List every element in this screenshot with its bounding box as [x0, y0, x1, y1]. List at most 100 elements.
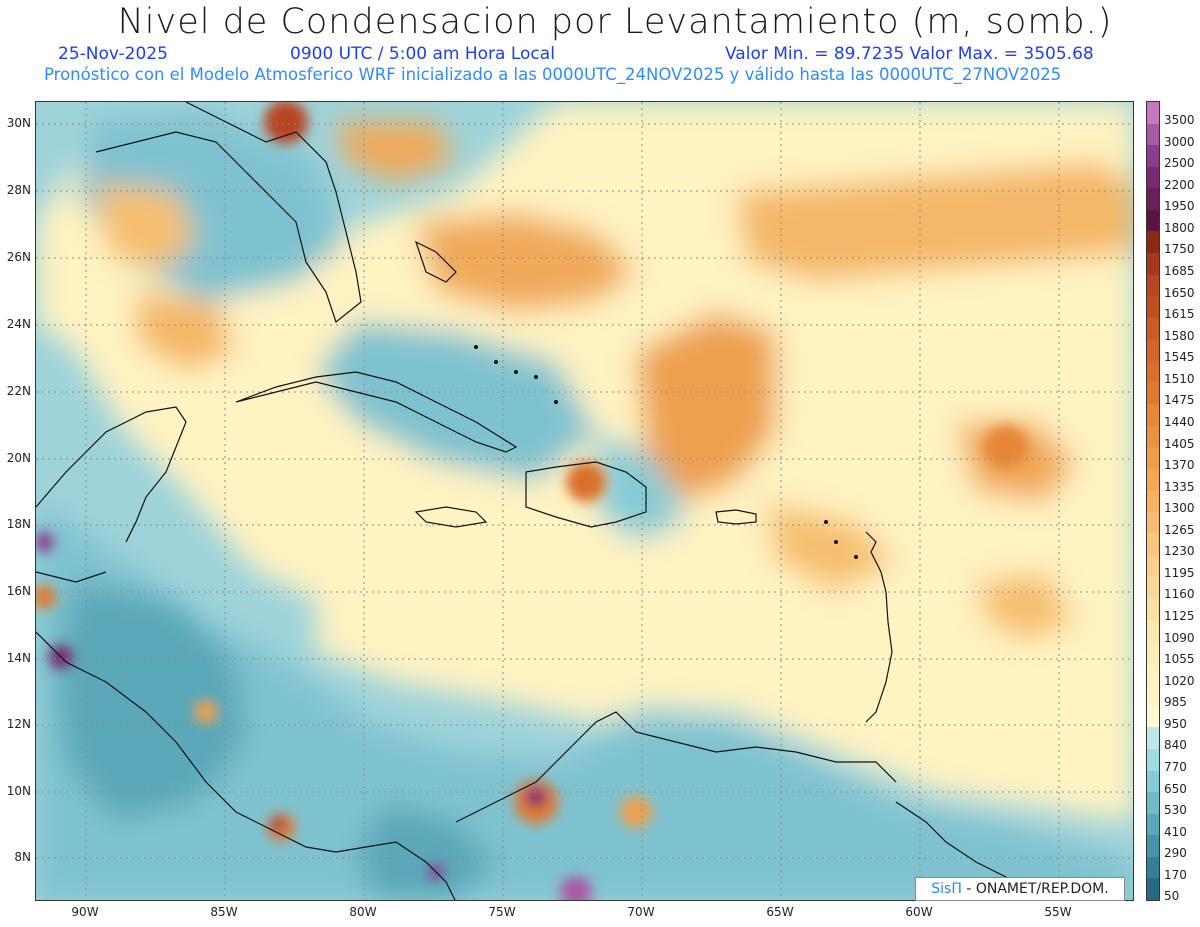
colorbar-segment	[1147, 468, 1159, 491]
colorbar-segment	[1147, 382, 1159, 405]
coastlines	[36, 102, 1045, 900]
colorbar-label: 1545	[1164, 350, 1195, 365]
colorbar-label: 1335	[1164, 479, 1195, 494]
colorbar-segment	[1147, 705, 1159, 728]
colorbar-label: 1230	[1164, 544, 1195, 559]
colorbar-segment	[1147, 576, 1159, 599]
colorbar-segment	[1147, 662, 1159, 685]
colorbar-segment	[1147, 511, 1159, 534]
colorbar-segment	[1147, 360, 1159, 383]
colorbar-label: 1615	[1164, 307, 1195, 322]
colorbar-segment	[1147, 188, 1159, 211]
colorbar-segment	[1147, 123, 1159, 146]
colorbar-segment	[1147, 403, 1159, 426]
credit-brand: SisΠ	[931, 881, 962, 897]
colorbar-label: 1800	[1164, 220, 1195, 235]
colorbar-segment	[1147, 792, 1159, 815]
colorbar-segment	[1147, 598, 1159, 621]
colorbar-segment	[1147, 641, 1159, 664]
lat-label-28n: 28N	[6, 183, 31, 197]
lon-label-55w: 55W	[1044, 905, 1072, 919]
lon-label-65w: 65W	[766, 905, 794, 919]
lat-label-24n: 24N	[6, 317, 31, 331]
colorbar-segment	[1147, 447, 1159, 470]
graticule	[36, 102, 1133, 900]
colorbar-label: 1440	[1164, 414, 1195, 429]
lat-label-16n: 16N	[6, 584, 31, 598]
lat-label-22n: 22N	[6, 384, 31, 398]
colorbar-label: 1685	[1164, 263, 1195, 278]
colorbar-segment	[1147, 209, 1159, 232]
colorbar-segment	[1147, 619, 1159, 642]
colorbar-label: 1300	[1164, 501, 1195, 516]
colorbar-label: 770	[1164, 760, 1187, 775]
colorbar-segment	[1147, 770, 1159, 793]
colorbar-label: 1750	[1164, 242, 1195, 257]
colorbar-label: 50	[1164, 889, 1180, 904]
colorbar-segment	[1147, 554, 1159, 577]
colorbar-label: 530	[1164, 803, 1187, 818]
lat-label-20n: 20N	[6, 451, 31, 465]
lat-label-30n: 30N	[6, 116, 31, 130]
colorbar-label: 1950	[1164, 199, 1195, 214]
colorbar-label: 840	[1164, 738, 1187, 753]
colorbar-segment	[1147, 856, 1159, 879]
colorbar-label: 1265	[1164, 522, 1195, 537]
lat-label-26n: 26N	[6, 250, 31, 264]
colorbar-label: 1055	[1164, 652, 1195, 667]
colorbar-segment	[1147, 533, 1159, 556]
colorbar-segment	[1147, 339, 1159, 362]
colorbar-label: 3000	[1164, 134, 1195, 149]
colorbar-label: 410	[1164, 824, 1187, 839]
colorbar-segment	[1147, 684, 1159, 707]
colorbar-segment	[1147, 835, 1159, 858]
lon-label-80w: 80W	[349, 905, 377, 919]
colorbar-segment	[1147, 813, 1159, 836]
colorbar	[1146, 101, 1160, 901]
colorbar-label: 2500	[1164, 156, 1195, 171]
forecast-date: 25-Nov-2025	[58, 44, 168, 64]
colorbar-label: 2200	[1164, 177, 1195, 192]
colorbar-label: 985	[1164, 695, 1187, 710]
lat-label-18n: 18N	[6, 517, 31, 531]
weather-map[interactable]	[35, 101, 1134, 901]
colorbar-segment	[1147, 102, 1159, 124]
colorbar-label: 1510	[1164, 371, 1195, 386]
colorbar-segment	[1147, 749, 1159, 772]
lon-label-90w: 90W	[71, 905, 99, 919]
credit-box: SisΠ - ONAMET/REP.DOM.	[915, 877, 1125, 901]
colorbar-label: 1475	[1164, 393, 1195, 408]
lat-label-14n: 14N	[6, 651, 31, 665]
colorbar-segment	[1147, 490, 1159, 513]
colorbar-segment	[1147, 145, 1159, 168]
colorbar-segment	[1147, 878, 1159, 901]
lat-label-12n: 12N	[6, 717, 31, 731]
lcl-field	[36, 102, 1133, 900]
colorbar-label: 1195	[1164, 565, 1195, 580]
colorbar-label: 290	[1164, 846, 1187, 861]
lon-label-70w: 70W	[627, 905, 655, 919]
colorbar-label: 1160	[1164, 587, 1195, 602]
map-title: Nivel de Condensacion por Levantamiento …	[117, 2, 1113, 42]
colorbar-segment	[1147, 425, 1159, 448]
colorbar-label: 170	[1164, 867, 1187, 882]
colorbar-label: 950	[1164, 716, 1187, 731]
colorbar-label: 1405	[1164, 436, 1195, 451]
credit-org: - ONAMET/REP.DOM.	[961, 881, 1109, 897]
lon-label-60w: 60W	[905, 905, 933, 919]
lon-label-75w: 75W	[488, 905, 516, 919]
colorbar-segment	[1147, 252, 1159, 275]
colorbar-label: 1020	[1164, 673, 1195, 688]
lon-label-85w: 85W	[210, 905, 238, 919]
colorbar-label: 1370	[1164, 458, 1195, 473]
colorbar-label: 3500	[1164, 113, 1195, 127]
forecast-description: Pronóstico con el Modelo Atmosferico WRF…	[44, 65, 1062, 84]
colorbar-label: 1090	[1164, 630, 1195, 645]
colorbar-segment	[1147, 317, 1159, 340]
colorbar-label: 1580	[1164, 328, 1195, 343]
colorbar-segment	[1147, 727, 1159, 750]
colorbar-segment	[1147, 296, 1159, 319]
lat-label-10n: 10N	[6, 784, 31, 798]
colorbar-segment	[1147, 274, 1159, 297]
colorbar-segment	[1147, 166, 1159, 189]
